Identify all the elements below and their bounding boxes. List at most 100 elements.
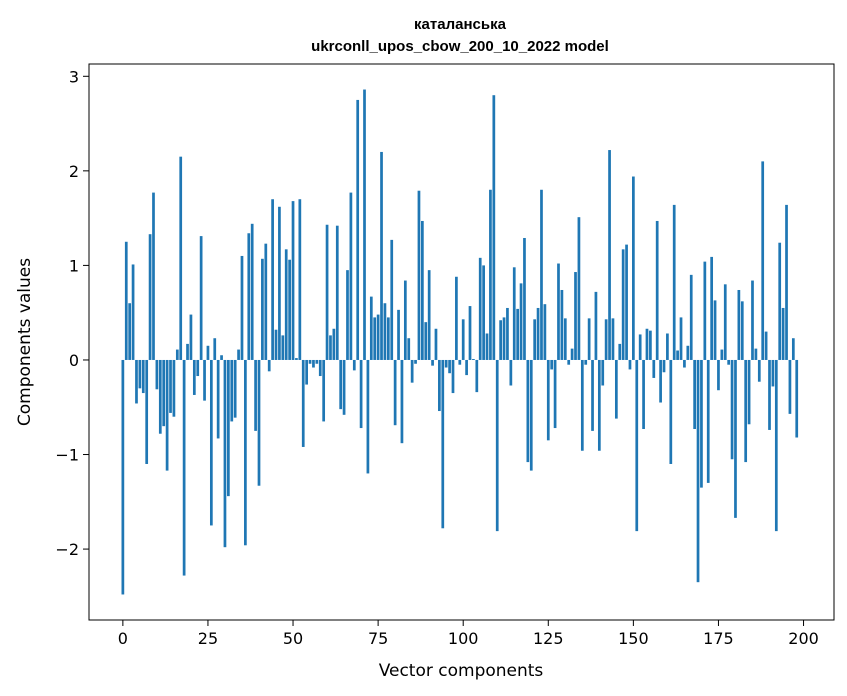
bar — [591, 359, 594, 431]
bar — [233, 359, 237, 418]
bar — [227, 359, 230, 497]
bar — [625, 244, 628, 360]
bar — [594, 291, 598, 360]
plot-frame — [88, 63, 835, 621]
bar — [499, 320, 502, 360]
bar — [710, 256, 714, 360]
bar — [356, 99, 360, 360]
bar — [529, 359, 533, 471]
bar — [441, 359, 445, 529]
bar — [318, 359, 322, 377]
bar — [730, 359, 734, 460]
bar — [438, 359, 441, 412]
bar — [288, 259, 291, 360]
bar — [305, 359, 308, 385]
bar — [519, 283, 523, 360]
bar — [254, 359, 257, 431]
bar — [359, 359, 363, 429]
bar — [373, 317, 377, 360]
bar — [655, 220, 659, 360]
bar — [278, 206, 281, 360]
x-tick-label: 0 — [118, 629, 128, 648]
bar — [179, 156, 183, 360]
bar — [209, 359, 213, 526]
bar — [472, 359, 475, 360]
bar — [295, 358, 298, 360]
bar — [264, 243, 268, 360]
bar — [403, 280, 407, 360]
bar — [791, 338, 795, 360]
bar — [213, 338, 217, 360]
bar — [560, 289, 564, 360]
bar — [312, 359, 315, 368]
bar — [223, 359, 227, 548]
bar — [175, 349, 179, 360]
bar — [540, 189, 543, 360]
bar — [186, 343, 189, 360]
bar — [206, 345, 210, 360]
bar — [693, 359, 696, 429]
bar — [563, 318, 567, 360]
x-axis-label: Vector components — [379, 661, 544, 681]
bar — [587, 318, 591, 360]
bar — [424, 322, 428, 360]
bar — [199, 236, 203, 360]
bar — [696, 359, 700, 583]
bar — [740, 301, 744, 360]
bar — [584, 359, 588, 365]
bar — [502, 317, 506, 360]
bar — [451, 359, 455, 394]
bar — [329, 335, 332, 360]
bar — [346, 270, 349, 360]
bar — [614, 359, 618, 419]
bar — [135, 359, 138, 404]
bar — [628, 359, 632, 370]
bar — [774, 359, 778, 532]
bar — [543, 304, 547, 360]
bar — [788, 359, 792, 414]
x-tick-label: 50 — [283, 629, 303, 648]
bar — [342, 359, 346, 415]
y-axis-label: Components values — [15, 258, 35, 426]
bar — [706, 359, 710, 483]
bar — [172, 359, 176, 417]
bar — [393, 359, 397, 426]
bar — [509, 359, 513, 386]
bar — [349, 192, 353, 360]
bar — [751, 280, 754, 360]
bar — [635, 359, 639, 532]
bar — [526, 359, 530, 463]
bar — [468, 306, 472, 360]
bar — [152, 192, 155, 360]
bar — [638, 334, 642, 360]
bar — [652, 359, 656, 378]
bar — [414, 359, 417, 364]
bar — [744, 359, 748, 463]
bar — [567, 359, 571, 365]
y-tick-label: 0 — [69, 351, 79, 370]
bar — [196, 359, 200, 377]
bar — [768, 359, 771, 430]
bar — [727, 359, 731, 365]
bar — [169, 359, 172, 413]
bar — [666, 333, 669, 360]
bar — [363, 89, 366, 360]
bars-group — [121, 89, 799, 595]
bar — [230, 359, 234, 422]
bar — [574, 272, 577, 360]
bar — [536, 307, 540, 360]
bar — [659, 359, 662, 403]
bar — [632, 176, 635, 360]
bar — [523, 237, 526, 360]
bar — [261, 258, 264, 360]
bar — [298, 199, 302, 360]
bar — [192, 359, 196, 395]
bar — [284, 249, 288, 360]
bar — [645, 328, 649, 360]
x-tick-label: 150 — [618, 629, 649, 648]
bar — [165, 359, 169, 471]
bar — [485, 333, 489, 360]
bar — [757, 359, 761, 382]
bar — [495, 359, 499, 532]
bar — [335, 225, 339, 360]
